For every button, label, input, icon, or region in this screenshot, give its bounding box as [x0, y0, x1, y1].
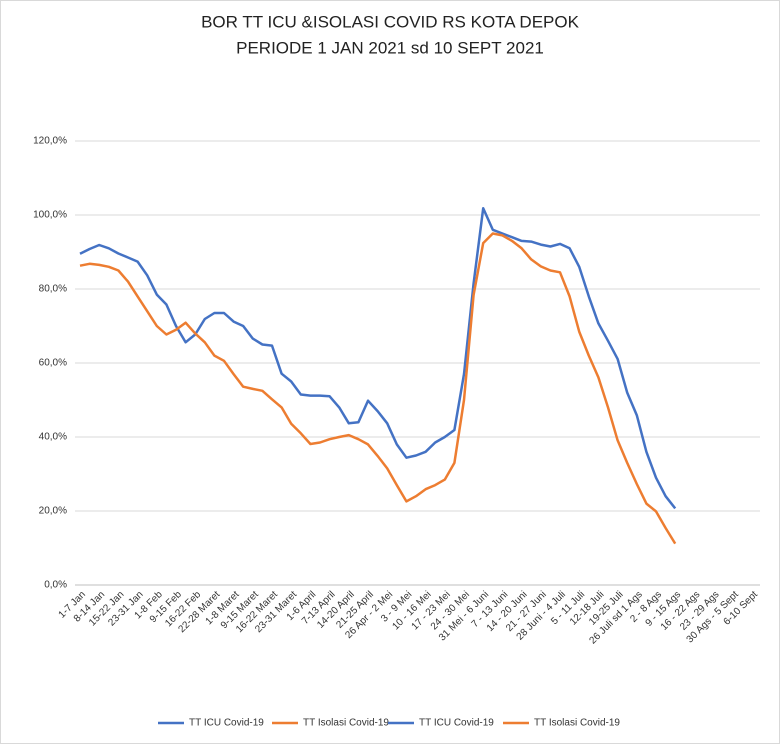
chart-subtitle: PERIODE 1 JAN 2021 sd 10 SEPT 2021 — [236, 38, 544, 57]
y-tick-label: 120,0% — [33, 136, 67, 147]
y-tick-label: 20,0% — [39, 506, 67, 517]
legend-label: TT ICU Covid-19 — [189, 718, 264, 729]
y-tick-label: 80,0% — [39, 284, 67, 295]
legend-label: TT ICU Covid-19 — [419, 718, 494, 729]
legend-label: TT Isolasi Covid-19 — [534, 718, 620, 729]
y-tick-label: 60,0% — [39, 358, 67, 369]
y-tick-label: 0,0% — [44, 580, 67, 591]
chart-title: BOR TT ICU &ISOLASI COVID RS KOTA DEPOK — [201, 12, 580, 31]
series-line — [79, 207, 677, 510]
series-line — [79, 232, 677, 545]
legend-label: TT Isolasi Covid-19 — [303, 718, 389, 729]
y-tick-label: 40,0% — [39, 432, 67, 443]
y-tick-label: 100,0% — [33, 210, 67, 221]
